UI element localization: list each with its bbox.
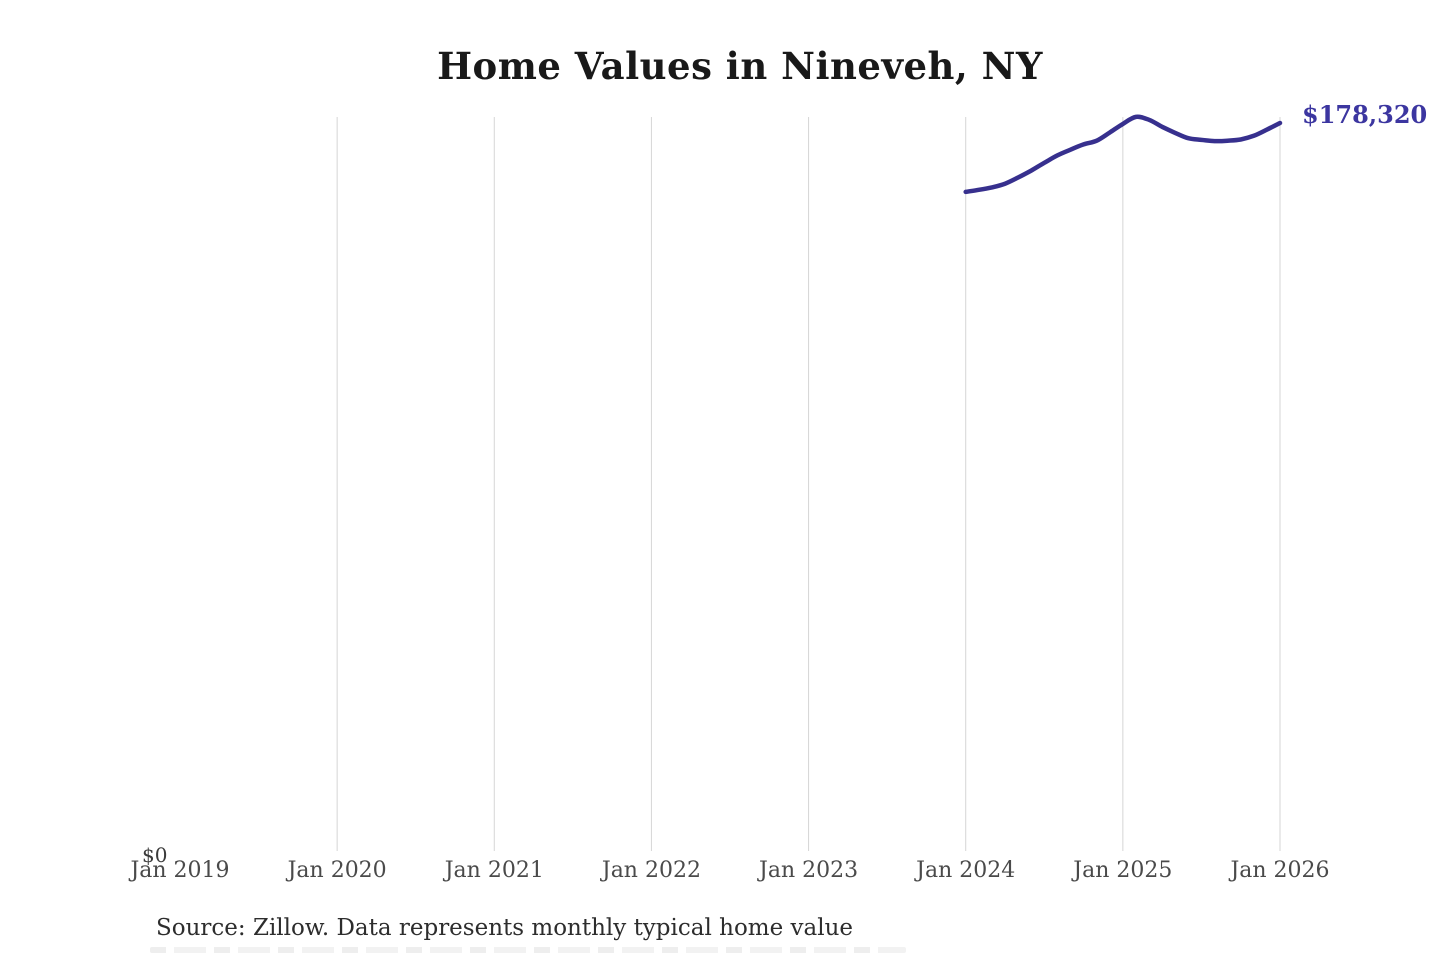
x-axis-label: Jan 2021 (444, 858, 544, 883)
x-axis-label: Jan 2022 (601, 858, 701, 883)
clipped-text-remnant (150, 947, 906, 953)
x-axis-label: Jan 2025 (1073, 858, 1173, 883)
x-axis-label: Jan 2024 (916, 858, 1016, 883)
x-axis-label: Jan 2023 (759, 858, 859, 883)
chart-title: Home Values in Nineveh, NY (437, 44, 1043, 88)
latest-value-label: $178,320 (1302, 100, 1428, 129)
source-note: Source: Zillow. Data represents monthly … (156, 915, 854, 941)
x-axis-label: Jan 2026 (1230, 858, 1330, 883)
x-axis-label: Jan 2020 (287, 858, 387, 883)
value-line (963, 114, 1283, 195)
y-axis-zero-label: $0 (142, 843, 168, 867)
x-axis-label: Jan 2019 (130, 858, 230, 883)
